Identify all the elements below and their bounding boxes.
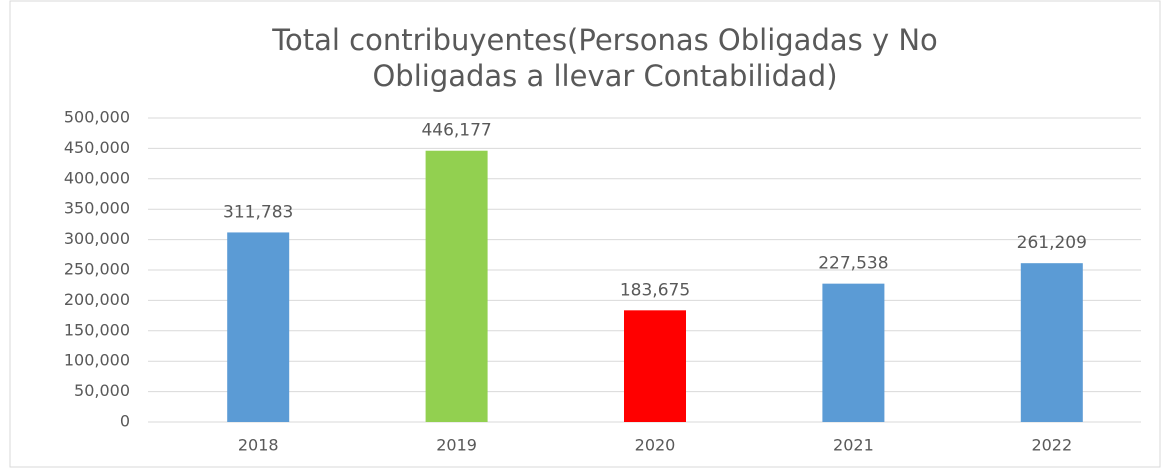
- y-tick-label: 400,000: [64, 168, 130, 187]
- y-tick-label: 500,000: [64, 108, 130, 127]
- y-tick-label: 250,000: [64, 260, 130, 279]
- chart-border: [9, 0, 1161, 468]
- x-tick-label: 2020: [635, 436, 676, 455]
- x-tick-label: 2018: [238, 436, 279, 455]
- chart-title: Obligadas a llevar Contabilidad): [372, 59, 837, 93]
- bar: [822, 283, 885, 422]
- x-tick-label: 2021: [833, 436, 874, 455]
- y-tick-label: 200,000: [64, 290, 130, 309]
- x-tick-label: 2022: [1031, 436, 1072, 455]
- y-tick-label: 50,000: [74, 381, 130, 400]
- y-tick-label: 350,000: [64, 199, 130, 218]
- bar: [624, 310, 686, 422]
- bar: [425, 150, 488, 423]
- chart-title: Total contribuyentes(Personas Obligadas …: [271, 23, 938, 57]
- y-tick-label: 100,000: [64, 351, 130, 370]
- x-tick-label: 2019: [436, 436, 477, 455]
- data-label: 227,538: [818, 254, 888, 274]
- bar: [227, 232, 290, 422]
- y-tick-label: 450,000: [64, 138, 130, 157]
- y-tick-label: 150,000: [64, 320, 130, 339]
- data-label: 446,177: [421, 121, 491, 141]
- y-tick-label: 0: [120, 412, 130, 431]
- y-tick-label: 300,000: [64, 229, 130, 248]
- data-label: 261,209: [1017, 233, 1087, 253]
- data-label: 311,783: [223, 202, 293, 222]
- bar: [1020, 263, 1083, 422]
- data-label: 183,675: [620, 280, 690, 300]
